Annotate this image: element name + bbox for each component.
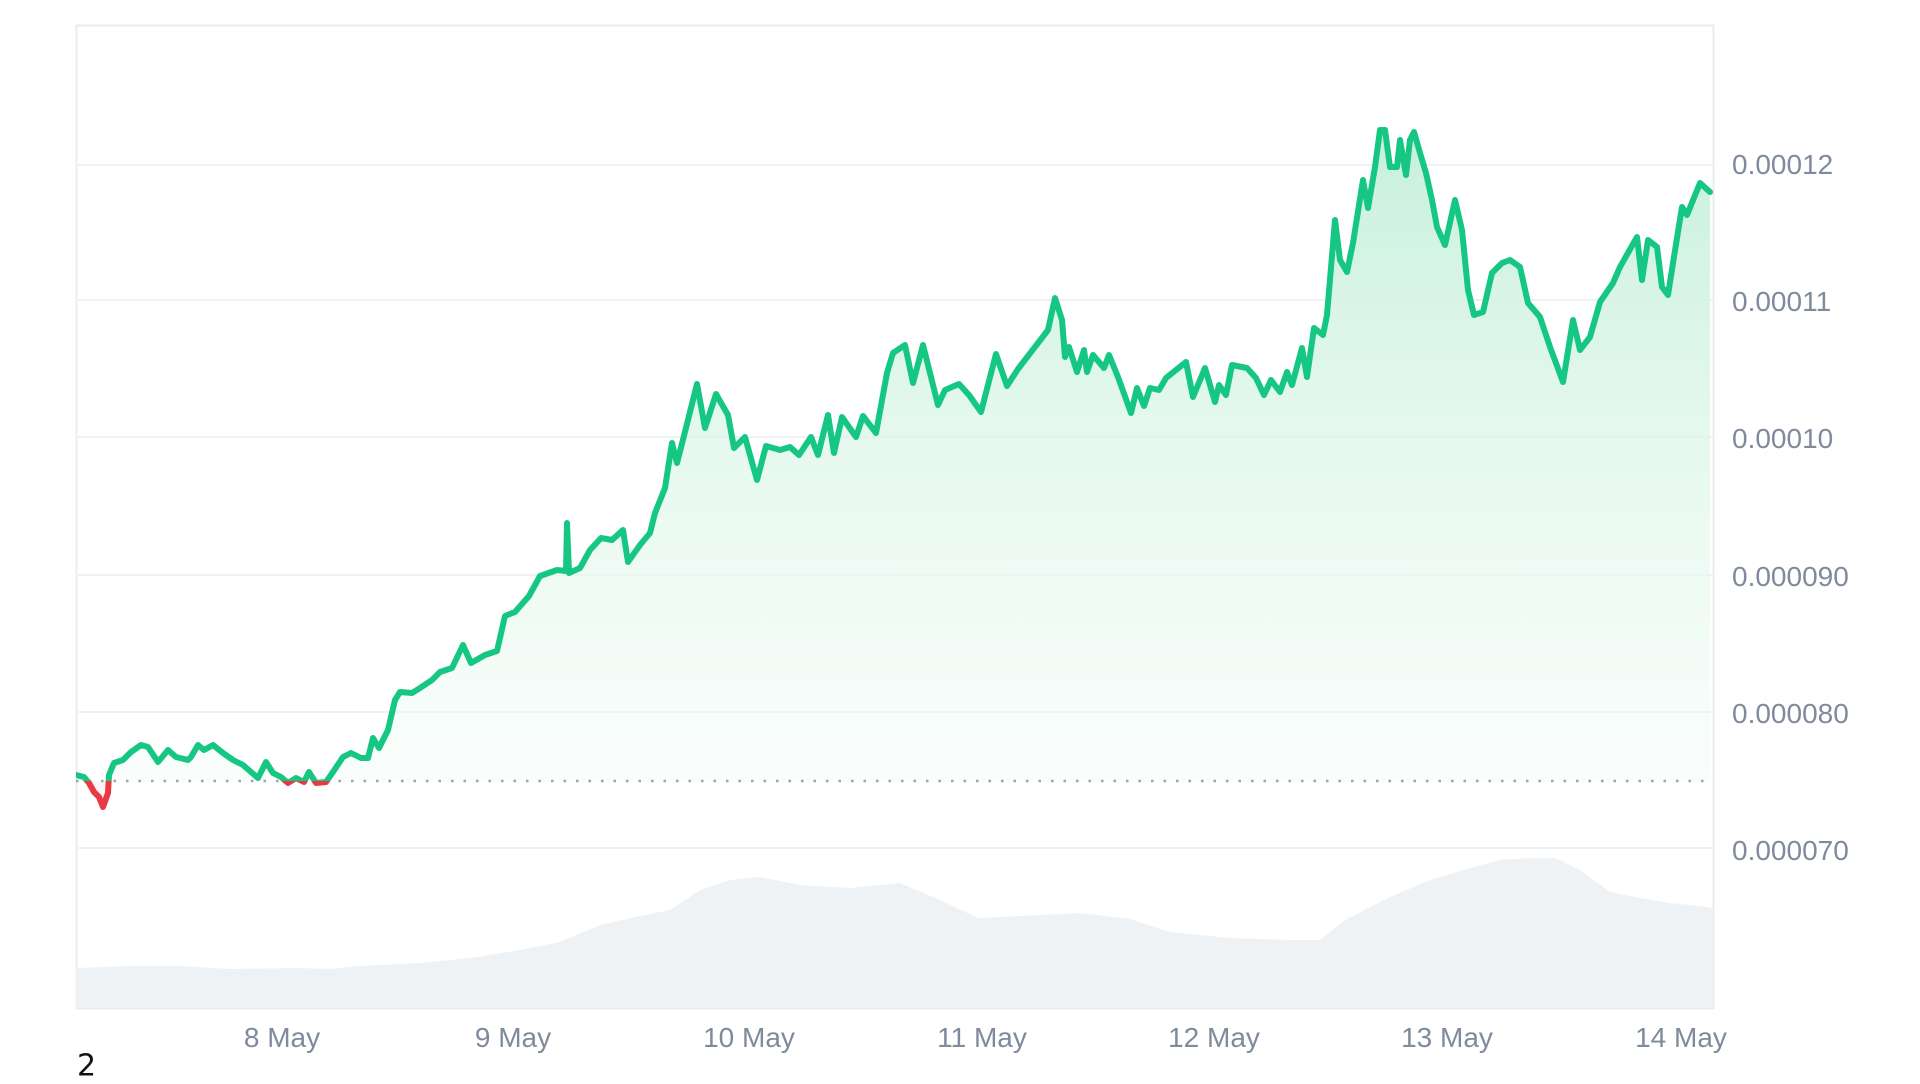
x-tick-label: 8 May [243, 1022, 321, 1053]
y-tick-label: 0.00012 [1732, 149, 1834, 180]
y-tick-label: 0.000090 [1732, 561, 1849, 592]
x-tick-label: 9 May [474, 1022, 552, 1053]
x-tick-label: 10 May [703, 1022, 795, 1053]
y-tick-label: 0.00010 [1732, 423, 1834, 454]
x-tick-label: 12 May [1168, 1022, 1260, 1053]
y-tick-label: 0.000080 [1732, 698, 1849, 729]
corner-note: 2 [77, 1048, 97, 1084]
price-line-up[interactable] [76, 127, 1713, 807]
x-tick-label: 14 May [1635, 1022, 1727, 1053]
x-tick-label: 13 May [1401, 1022, 1493, 1053]
y-tick-label: 0.000070 [1732, 835, 1849, 866]
volume-area [76, 858, 1713, 1008]
x-tick-label: 11 May [937, 1022, 1027, 1053]
y-tick-label: 0.00011 [1732, 286, 1832, 317]
price-area-fill-up [76, 130, 1710, 781]
